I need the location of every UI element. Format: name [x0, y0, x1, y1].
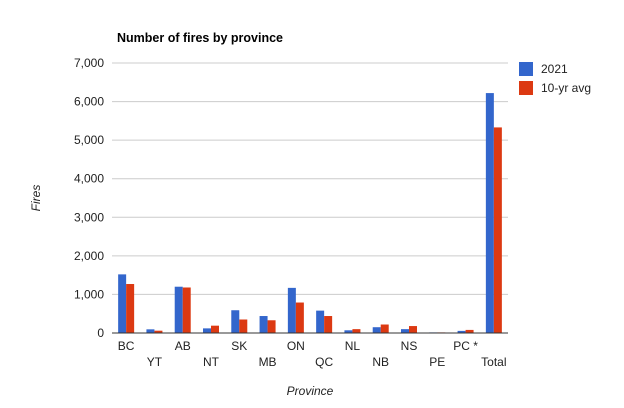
- gridlines: [112, 62, 508, 295]
- bar-bc-series-0: [118, 274, 127, 333]
- bar-on-series-0: [287, 287, 296, 333]
- y-tick-label: 7,000: [74, 56, 104, 70]
- bars: [118, 93, 502, 334]
- x-tick-label: NS: [401, 339, 418, 353]
- x-tick-label: QC: [315, 355, 333, 369]
- bar-qc-series-0: [316, 310, 325, 333]
- bar-bc-series-1: [126, 284, 135, 333]
- y-tick-label: 2,000: [74, 249, 104, 263]
- y-tick-labels: 0 1,000 2,000 3,000 4,000 5,000 6,000 7,000: [74, 56, 104, 340]
- bar-ab-series-1: [182, 287, 191, 333]
- y-tick-label: 5,000: [74, 133, 104, 147]
- y-tick-label: 6,000: [74, 95, 104, 109]
- x-tick-label: AB: [175, 339, 191, 353]
- bar-nt-series-0: [203, 328, 211, 333]
- x-tick-label: YT: [147, 355, 163, 369]
- y-tick-label: 1,000: [74, 287, 104, 301]
- legend-swatch: [519, 62, 533, 76]
- bar-yt-series-1: [154, 330, 163, 333]
- bar-sk-series-0: [231, 310, 240, 333]
- legend-label: 10-yr avg: [541, 81, 591, 95]
- y-tick-label: 0: [97, 326, 104, 340]
- legend-swatch: [519, 81, 533, 95]
- x-tick-label: BC: [118, 339, 135, 353]
- bar-ns-series-0: [401, 329, 409, 333]
- bar-qc-series-1: [324, 316, 333, 333]
- bar-sk-series-1: [239, 319, 248, 333]
- bar-pc-series-1: [465, 329, 474, 333]
- x-tick-label: PC *: [453, 339, 478, 353]
- x-tick-label: NL: [345, 339, 361, 353]
- x-tick-label: NT: [203, 355, 220, 369]
- y-axis-title: Fires: [29, 185, 43, 212]
- x-axis-title: Province: [287, 384, 334, 398]
- bar-mb-series-0: [259, 316, 268, 333]
- bar-nt-series-1: [211, 325, 219, 333]
- bar-nb-series-1: [380, 324, 389, 333]
- legend-label: 2021: [541, 62, 568, 76]
- x-tick-label: MB: [259, 355, 277, 369]
- bar-pc-series-0: [457, 330, 466, 333]
- bar-ns-series-1: [409, 326, 417, 333]
- bar-ab-series-0: [174, 286, 183, 333]
- x-tick-labels: BC YT AB NT SK MB ON QC NL NB NS PE PC *Total: [118, 339, 507, 369]
- y-tick-label: 3,000: [74, 210, 104, 224]
- x-tick-label: ON: [287, 339, 305, 353]
- bar-nl-series-0: [344, 330, 353, 333]
- bar-on-series-1: [295, 302, 304, 333]
- bar-total-series-0: [485, 93, 494, 333]
- bar-total-series-1: [493, 127, 502, 334]
- x-tick-label: SK: [231, 339, 247, 353]
- x-tick-label: PE: [429, 355, 445, 369]
- bar-mb-series-1: [267, 320, 276, 333]
- bar-yt-series-0: [146, 329, 155, 333]
- bar-nb-series-0: [372, 327, 381, 333]
- chart-title: Number of fires by province: [117, 31, 283, 45]
- x-tick-label: Total: [481, 355, 506, 369]
- y-tick-label: 4,000: [74, 172, 104, 186]
- legend: 2021 10-yr avg: [519, 62, 591, 95]
- x-tick-label: NB: [372, 355, 389, 369]
- bar-nl-series-1: [352, 329, 361, 333]
